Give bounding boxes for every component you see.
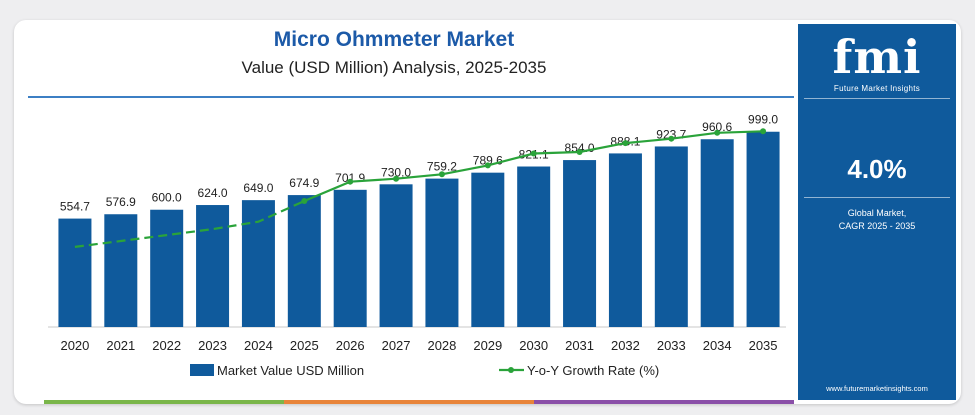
- growth-line-dashed: [74, 199, 305, 248]
- bar-2031: [563, 160, 597, 327]
- x-tick-2026: 2026: [336, 338, 365, 353]
- growth-point-2027: [393, 175, 400, 182]
- x-tick-2023: 2023: [198, 338, 227, 353]
- bar-2027: [379, 184, 413, 327]
- x-tick-2028: 2028: [427, 338, 456, 353]
- chart-subtitle: Value (USD Million) Analysis, 2025-2035: [241, 58, 547, 77]
- growth-point-2032: [622, 140, 629, 147]
- bar-2034: [700, 139, 734, 327]
- x-tick-2032: 2032: [611, 338, 640, 353]
- growth-point-2033: [668, 135, 675, 142]
- bar-2021: [104, 214, 138, 327]
- panel-divider-top: [804, 98, 950, 99]
- x-tick-2022: 2022: [152, 338, 181, 353]
- bar-label-2027: 730.0: [381, 165, 411, 179]
- logo-subtitle: Future Market Insights: [833, 84, 921, 93]
- growth-point-2026: [347, 178, 354, 185]
- x-tick-2035: 2035: [749, 338, 778, 353]
- x-tick-2027: 2027: [382, 338, 411, 353]
- bar-2025: [287, 195, 321, 327]
- bar-label-2035: 999.0: [748, 113, 778, 127]
- legend-swatch-marker: [508, 367, 514, 373]
- x-tick-2025: 2025: [290, 338, 319, 353]
- bar-2023: [196, 205, 230, 327]
- x-tick-2030: 2030: [519, 338, 548, 353]
- footer-bar-purple: [534, 400, 794, 404]
- cagr-value: 4.0%: [847, 154, 907, 184]
- legend-label-line: Y-o-Y Growth Rate (%): [527, 363, 659, 378]
- bar-label-2021: 576.9: [106, 195, 136, 209]
- bar-label-2022: 600.0: [152, 191, 182, 205]
- legend-label-bar: Market Value USD Million: [217, 363, 364, 378]
- growth-point-2028: [438, 171, 445, 178]
- growth-point-2029: [484, 162, 491, 169]
- bar-label-2023: 624.0: [198, 186, 228, 200]
- footer-bar-orange: [284, 400, 534, 404]
- legend-swatch-bar: [190, 364, 214, 376]
- x-tick-2021: 2021: [106, 338, 135, 353]
- growth-point-2030: [530, 150, 537, 157]
- chart-area: Micro Ohmmeter Market Value (USD Million…: [14, 20, 794, 404]
- footer-bar-green: [44, 400, 284, 404]
- chart-card: Micro Ohmmeter Market Value (USD Million…: [14, 20, 961, 404]
- growth-point-2035: [760, 128, 767, 135]
- growth-point-2025: [301, 197, 308, 204]
- x-tick-2020: 2020: [60, 338, 89, 353]
- fmi-logo: fmi: [832, 30, 922, 84]
- bar-label-2024: 649.0: [243, 181, 273, 195]
- growth-point-2034: [714, 129, 721, 136]
- x-tick-2034: 2034: [703, 338, 732, 353]
- panel-divider-mid: [804, 197, 950, 198]
- title-divider: [28, 96, 794, 98]
- cagr-label-line2: CAGR 2025 - 2035: [838, 221, 916, 231]
- bar-2028: [425, 178, 459, 327]
- bar-2035: [746, 131, 780, 327]
- bar-label-2025: 674.9: [289, 176, 319, 190]
- bar-2030: [517, 166, 551, 327]
- cagr-label-line1: Global Market,: [847, 208, 907, 218]
- x-tick-2031: 2031: [565, 338, 594, 353]
- website-link[interactable]: www.futuremarketinsights.com: [826, 384, 928, 393]
- bar-line-chart: 554.7 2020 576.9 2021 600.0 2022 624.0 2023 649.…: [48, 113, 786, 378]
- bar-label-2028: 759.2: [427, 160, 457, 174]
- bar-2033: [654, 146, 688, 327]
- info-panel: fmi Future Market Insights 4.0% Global M…: [798, 24, 956, 400]
- x-tick-2024: 2024: [244, 338, 273, 353]
- bar-label-2034: 960.6: [702, 120, 732, 134]
- bar-2032: [608, 153, 642, 327]
- bar-2026: [333, 189, 367, 327]
- bar-2024: [241, 200, 275, 327]
- growth-point-2031: [576, 149, 583, 156]
- x-tick-2029: 2029: [473, 338, 502, 353]
- bar-2020: [58, 218, 92, 327]
- bar-2022: [150, 209, 184, 327]
- bar-label-2020: 554.7: [60, 200, 90, 214]
- bar-2029: [471, 172, 505, 327]
- x-tick-2033: 2033: [657, 338, 686, 353]
- chart-title: Micro Ohmmeter Market: [273, 28, 515, 51]
